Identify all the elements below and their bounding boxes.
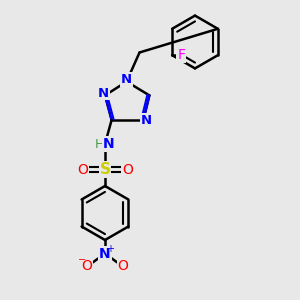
Text: O: O	[122, 163, 133, 176]
Text: H: H	[95, 137, 104, 151]
Text: N: N	[98, 87, 109, 100]
Text: N: N	[141, 113, 152, 127]
Text: N: N	[103, 137, 114, 151]
Text: N: N	[121, 73, 132, 86]
Text: O: O	[77, 163, 88, 176]
Text: F: F	[177, 48, 185, 62]
Text: N: N	[99, 247, 111, 260]
Text: +: +	[106, 244, 114, 254]
Text: O: O	[82, 259, 92, 272]
Text: −: −	[78, 255, 86, 265]
Text: S: S	[100, 162, 110, 177]
Text: O: O	[118, 259, 128, 272]
